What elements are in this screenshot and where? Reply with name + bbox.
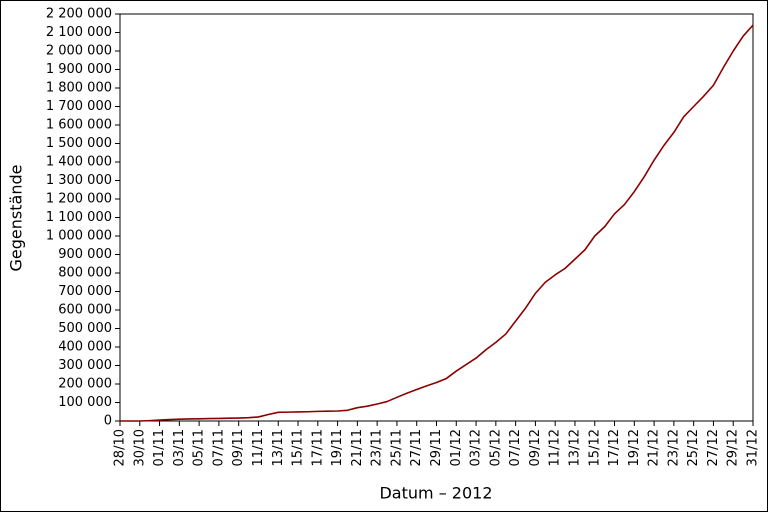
x-tick-label: 23/12 xyxy=(666,429,681,466)
y-tick-label: 200 000 xyxy=(58,377,112,392)
x-tick-label: 23/11 xyxy=(370,429,385,466)
y-tick-label: 300 000 xyxy=(58,358,112,373)
y-tick-label: 1 200 000 xyxy=(46,192,112,207)
x-tick-label: 27/11 xyxy=(409,429,424,466)
x-tick-label: 03/11 xyxy=(172,429,187,466)
x-tick-label: 17/11 xyxy=(310,429,325,466)
y-tick-label: 1 100 000 xyxy=(46,210,112,225)
x-tick-label: 21/12 xyxy=(647,429,662,466)
x-tick-label: 19/11 xyxy=(330,429,345,466)
x-tick-label: 09/12 xyxy=(528,429,543,466)
y-tick-label: 0 xyxy=(104,414,112,429)
x-tick-label: 25/11 xyxy=(389,429,404,466)
y-tick-label: 800 000 xyxy=(58,266,112,281)
x-tick-label: 19/12 xyxy=(627,429,642,466)
y-tick-label: 400 000 xyxy=(58,340,112,355)
x-tick-label: 09/11 xyxy=(231,429,246,466)
x-tick-label: 05/12 xyxy=(488,429,503,466)
y-tick-label: 100 000 xyxy=(58,395,112,410)
x-tick-label: 29/11 xyxy=(429,429,444,466)
x-tick-label: 07/12 xyxy=(508,429,523,466)
x-tick-label: 03/12 xyxy=(469,429,484,466)
y-tick-label: 2 200 000 xyxy=(46,7,112,22)
y-tick-label: 2 000 000 xyxy=(46,44,112,59)
y-tick-label: 1 800 000 xyxy=(46,81,112,96)
x-tick-label: 11/11 xyxy=(251,429,266,466)
x-axis-title: Datum – 2012 xyxy=(379,484,492,503)
y-tick-label: 1 500 000 xyxy=(46,136,112,151)
x-tick-label: 13/11 xyxy=(271,429,286,466)
y-tick-label: 900 000 xyxy=(58,247,112,262)
x-tick-label: 01/12 xyxy=(449,429,464,466)
y-tick-label: 1 000 000 xyxy=(46,229,112,244)
x-tick-label: 29/12 xyxy=(726,429,741,466)
y-tick-label: 1 300 000 xyxy=(46,173,112,188)
data-line xyxy=(120,24,754,422)
x-tick-label: 17/12 xyxy=(607,429,622,466)
x-tick-label: 25/12 xyxy=(686,429,701,466)
y-tick-label: 1 600 000 xyxy=(46,118,112,133)
x-tick-label: 28/10 xyxy=(113,429,128,466)
x-tick-label: 31/12 xyxy=(746,429,761,466)
y-tick-label: 2 100 000 xyxy=(46,25,112,40)
y-tick-label: 600 000 xyxy=(58,303,112,318)
y-tick-label: 700 000 xyxy=(58,284,112,299)
x-tick-label: 15/11 xyxy=(291,429,306,466)
x-tick-label: 13/12 xyxy=(567,429,582,466)
x-tick-label: 11/12 xyxy=(548,429,563,466)
y-tick-label: 500 000 xyxy=(58,321,112,336)
x-tick-label: 30/10 xyxy=(132,429,147,466)
y-tick-label: 1 700 000 xyxy=(46,99,112,114)
y-axis-title: Gegenstände xyxy=(7,165,26,272)
x-tick-label: 01/11 xyxy=(152,429,167,466)
x-tick-label: 15/12 xyxy=(587,429,602,466)
x-tick-label: 27/12 xyxy=(706,429,721,466)
y-tick-label: 1 400 000 xyxy=(46,155,112,170)
x-tick-label: 07/11 xyxy=(211,429,226,466)
x-tick-label: 21/11 xyxy=(350,429,365,466)
x-tick-label: 05/11 xyxy=(192,429,207,466)
y-tick-label: 1 900 000 xyxy=(46,62,112,77)
